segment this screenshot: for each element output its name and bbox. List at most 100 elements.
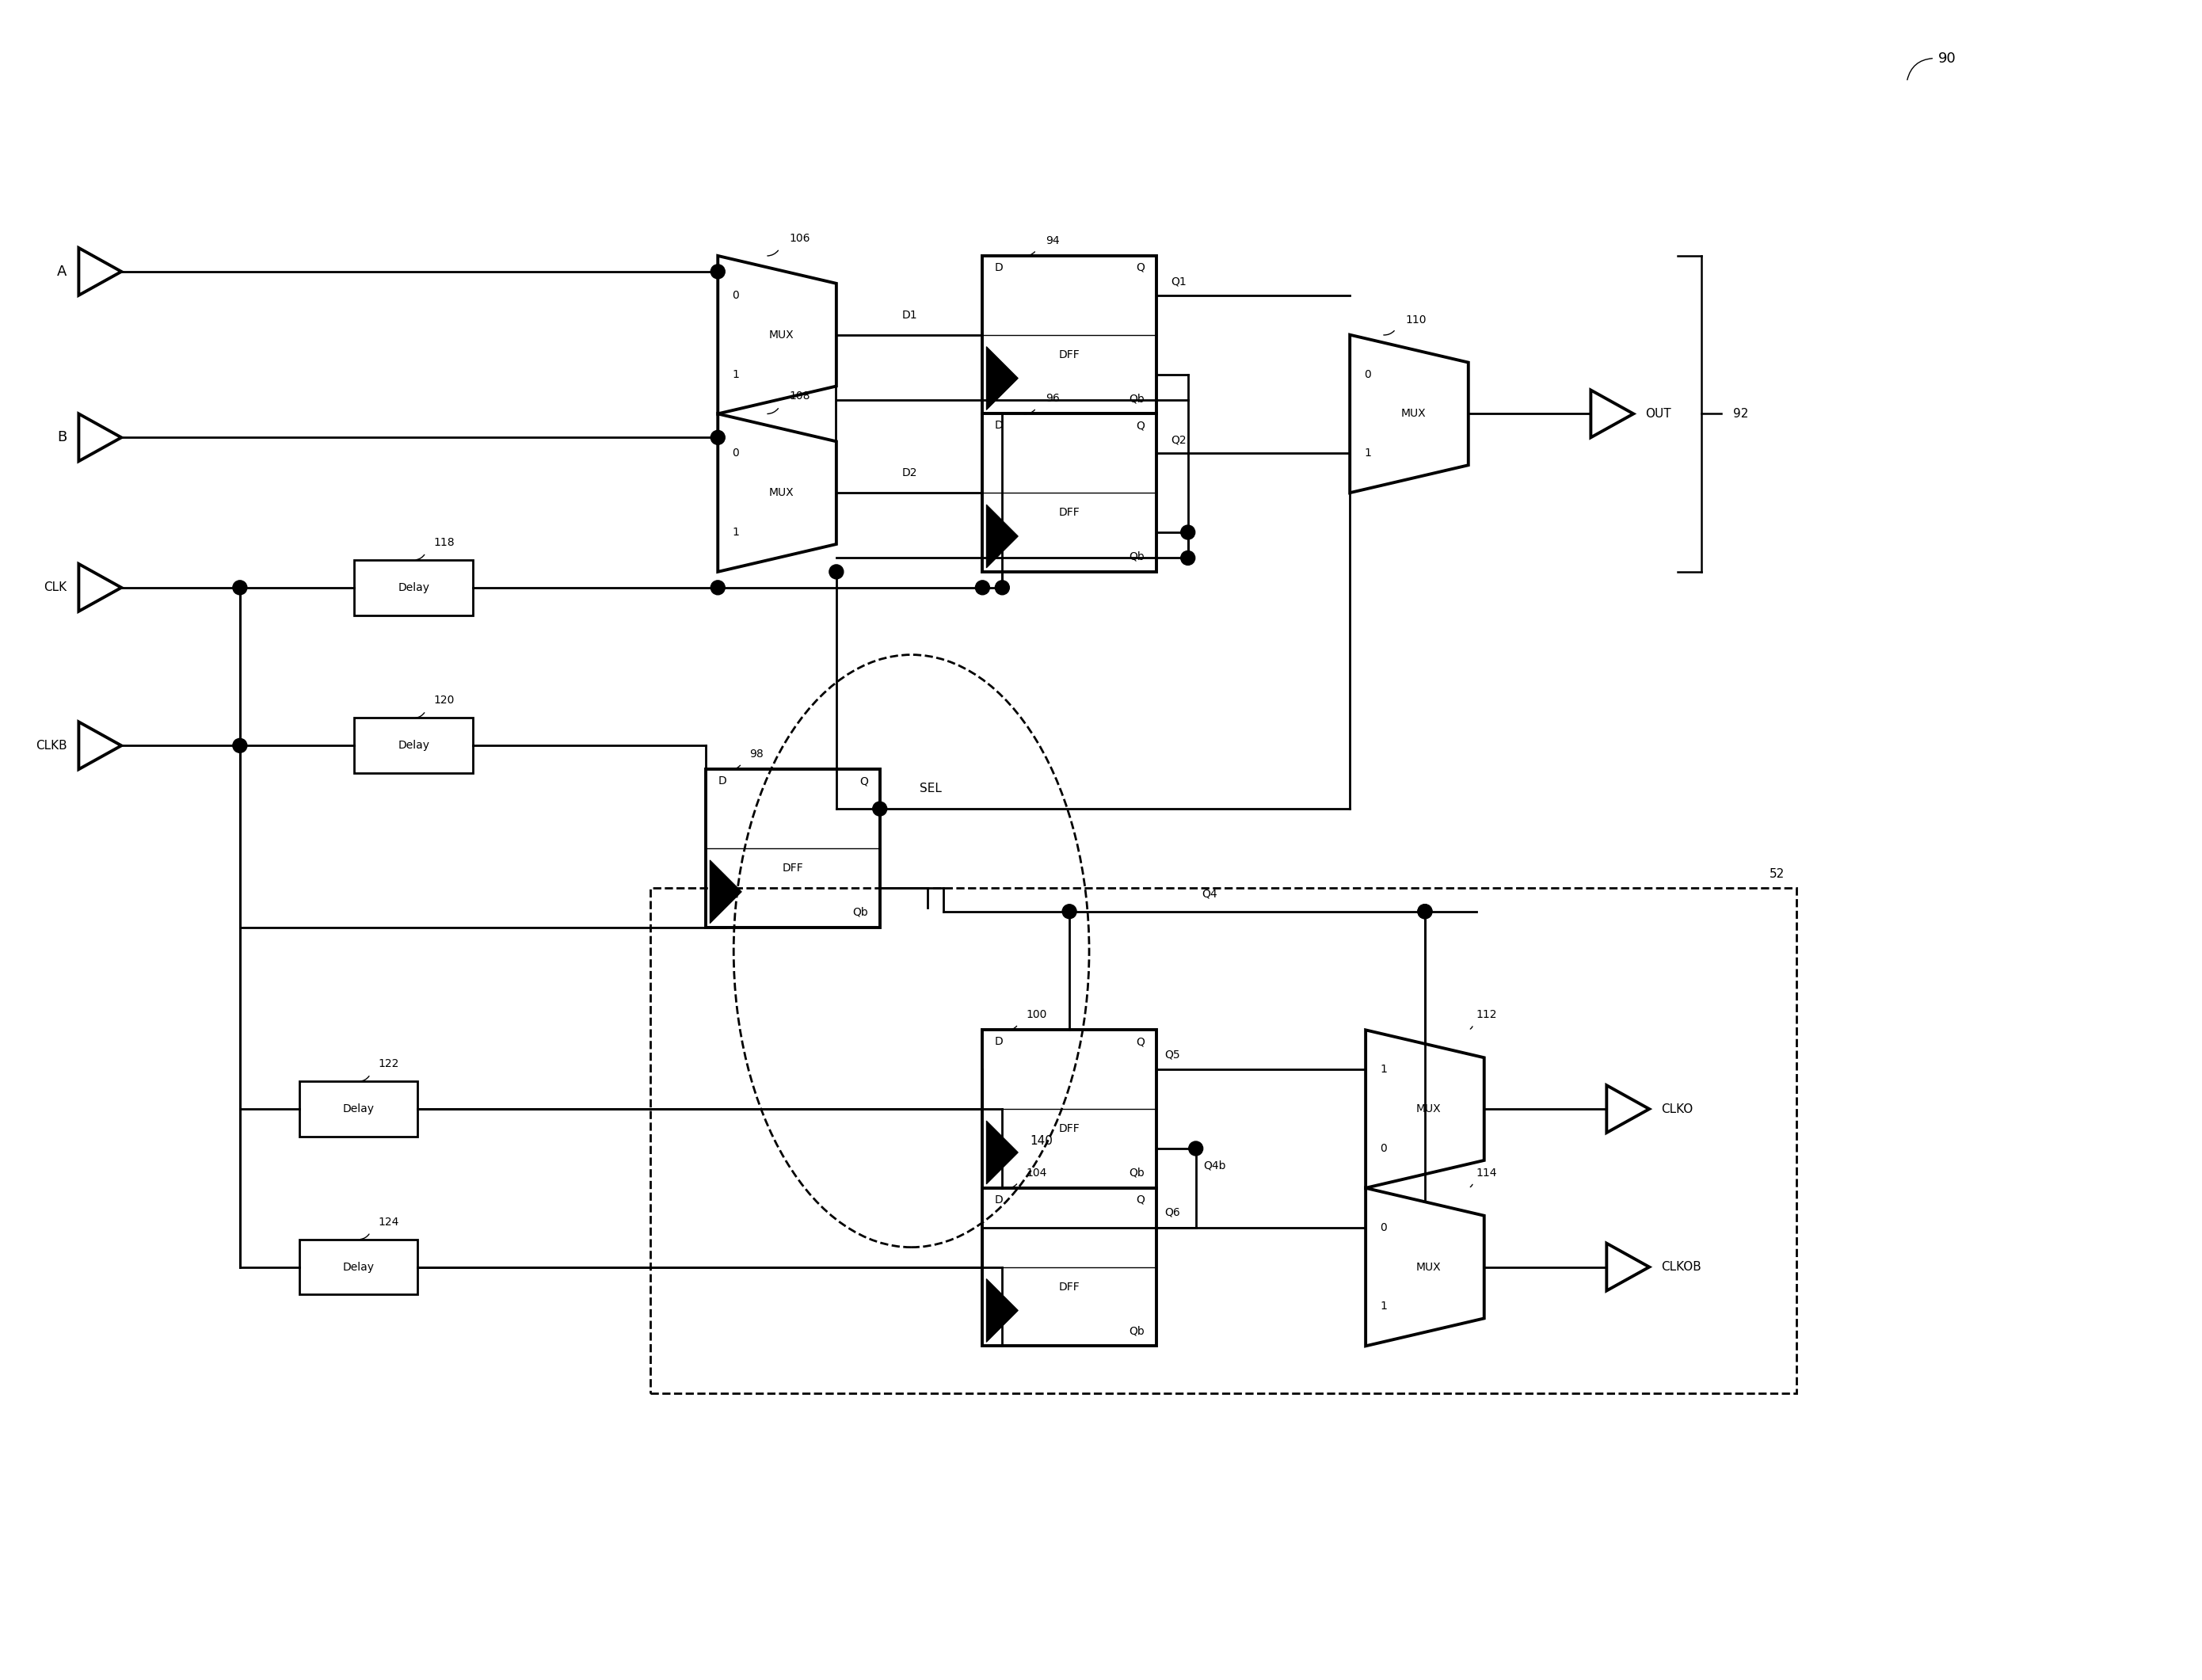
Text: 0: 0 xyxy=(731,449,740,459)
Bar xyxy=(299,1082,418,1137)
Circle shape xyxy=(233,739,247,753)
Circle shape xyxy=(1418,904,1431,919)
Text: 1: 1 xyxy=(1381,1300,1387,1312)
Polygon shape xyxy=(1365,1188,1484,1346)
Text: 90: 90 xyxy=(1938,50,1955,66)
Text: 0: 0 xyxy=(1381,1142,1387,1154)
Polygon shape xyxy=(986,1121,1017,1184)
Text: D: D xyxy=(718,776,727,786)
Text: 108: 108 xyxy=(788,391,810,402)
Text: Qb: Qb xyxy=(1130,551,1145,563)
Bar xyxy=(299,1240,418,1295)
Text: 0: 0 xyxy=(731,289,740,301)
Text: Delay: Delay xyxy=(399,741,429,751)
Text: 52: 52 xyxy=(1768,869,1784,880)
Text: 104: 104 xyxy=(1026,1168,1046,1178)
Text: 124: 124 xyxy=(379,1216,399,1228)
Text: 1: 1 xyxy=(731,528,740,538)
Text: 118: 118 xyxy=(434,538,454,548)
Circle shape xyxy=(830,564,843,580)
Text: MUX: MUX xyxy=(1400,408,1425,420)
Text: Q: Q xyxy=(1136,420,1145,432)
Circle shape xyxy=(711,581,724,595)
Text: Q: Q xyxy=(1136,1194,1145,1206)
Text: D1: D1 xyxy=(901,309,918,321)
Text: 94: 94 xyxy=(1046,235,1059,247)
Polygon shape xyxy=(1350,334,1469,492)
Text: Delay: Delay xyxy=(344,1262,374,1272)
Text: DFF: DFF xyxy=(1059,507,1079,517)
Polygon shape xyxy=(79,722,121,769)
Text: Q4b: Q4b xyxy=(1204,1161,1227,1171)
Polygon shape xyxy=(718,413,837,571)
Text: Qb: Qb xyxy=(1130,1326,1145,1337)
Circle shape xyxy=(711,430,724,445)
Polygon shape xyxy=(1365,1030,1484,1188)
Text: Delay: Delay xyxy=(399,581,429,593)
Circle shape xyxy=(233,581,247,595)
Text: 112: 112 xyxy=(1475,1010,1497,1020)
Polygon shape xyxy=(986,504,1017,568)
Bar xyxy=(982,1030,1156,1188)
Bar xyxy=(982,413,1156,571)
Polygon shape xyxy=(986,1278,1017,1342)
Polygon shape xyxy=(718,255,837,413)
Text: Qb: Qb xyxy=(1130,1168,1145,1178)
Text: 96: 96 xyxy=(1046,393,1059,405)
Polygon shape xyxy=(1607,1243,1649,1290)
Polygon shape xyxy=(79,413,121,462)
Text: A: A xyxy=(57,264,66,279)
Polygon shape xyxy=(1590,390,1634,437)
Text: D: D xyxy=(995,1037,1002,1047)
Text: Delay: Delay xyxy=(344,1104,374,1114)
Text: 120: 120 xyxy=(434,696,454,706)
Text: 98: 98 xyxy=(749,749,764,759)
Text: 1: 1 xyxy=(1363,449,1372,459)
Polygon shape xyxy=(986,346,1017,410)
Circle shape xyxy=(975,581,989,595)
Text: CLKOB: CLKOB xyxy=(1660,1262,1702,1273)
Text: D: D xyxy=(995,262,1002,274)
Bar xyxy=(982,1188,1156,1346)
Text: 110: 110 xyxy=(1405,314,1427,326)
Text: 1: 1 xyxy=(731,368,740,380)
Circle shape xyxy=(1061,904,1077,919)
Text: 122: 122 xyxy=(379,1058,399,1070)
Polygon shape xyxy=(79,249,121,296)
Text: Q4: Q4 xyxy=(1202,889,1218,900)
Bar xyxy=(355,717,473,773)
Bar xyxy=(707,769,881,927)
Bar xyxy=(652,887,1797,1393)
Circle shape xyxy=(1189,1141,1202,1156)
Circle shape xyxy=(872,801,887,816)
Text: 140: 140 xyxy=(1031,1134,1053,1146)
Text: DFF: DFF xyxy=(1059,1282,1079,1292)
Circle shape xyxy=(1180,526,1196,539)
Text: Q: Q xyxy=(1136,262,1145,274)
Polygon shape xyxy=(79,564,121,612)
Text: 100: 100 xyxy=(1026,1010,1046,1020)
Text: SEL: SEL xyxy=(918,783,942,795)
Text: CLKB: CLKB xyxy=(35,739,66,751)
Text: OUT: OUT xyxy=(1645,408,1671,420)
Text: 106: 106 xyxy=(788,234,810,244)
Circle shape xyxy=(1418,904,1431,919)
Text: Q6: Q6 xyxy=(1165,1206,1180,1218)
Text: Qb: Qb xyxy=(1130,393,1145,405)
Text: Q2: Q2 xyxy=(1171,435,1187,445)
Text: DFF: DFF xyxy=(1059,1124,1079,1134)
Circle shape xyxy=(995,581,1009,595)
Text: 0: 0 xyxy=(1363,368,1372,380)
Text: 1: 1 xyxy=(1381,1063,1387,1075)
Text: Q5: Q5 xyxy=(1165,1048,1180,1060)
Text: 92: 92 xyxy=(1733,408,1748,420)
Circle shape xyxy=(1180,551,1196,564)
Bar xyxy=(982,255,1156,413)
Text: MUX: MUX xyxy=(768,329,793,341)
Text: MUX: MUX xyxy=(1416,1104,1442,1114)
Text: 0: 0 xyxy=(1381,1221,1387,1233)
Text: Q: Q xyxy=(859,776,868,786)
Text: CLKO: CLKO xyxy=(1660,1104,1693,1116)
Text: Q1: Q1 xyxy=(1171,276,1187,287)
Circle shape xyxy=(711,264,724,279)
